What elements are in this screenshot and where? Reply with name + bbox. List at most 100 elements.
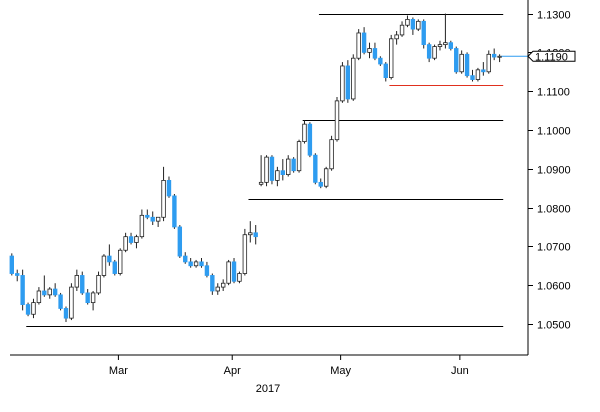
candle-body-up	[323, 168, 329, 187]
candle	[437, 40, 443, 51]
candle	[470, 69, 475, 82]
candle	[378, 56, 383, 66]
candle	[85, 289, 90, 305]
candle-body-down	[210, 275, 215, 292]
candle-body-up	[275, 170, 280, 181]
candle-body-up	[486, 53, 491, 73]
candles	[9, 13, 528, 323]
candle-body-up	[459, 53, 464, 73]
y-tick-label: 1.0900	[537, 165, 571, 177]
candle	[25, 302, 31, 317]
candle-body-up	[258, 181, 264, 185]
y-tick-label: 1.0700	[537, 242, 571, 254]
candle	[193, 259, 199, 268]
candle-body-down	[426, 44, 432, 59]
candle-body-up	[394, 34, 399, 40]
candle-body-up	[302, 123, 307, 143]
candle-body-up	[367, 48, 372, 53]
candle-body-up	[399, 24, 405, 36]
current-price-tag: 1.1190	[527, 50, 576, 63]
candle	[481, 62, 486, 76]
candle	[253, 225, 258, 245]
candle-body-down	[269, 156, 275, 181]
candle	[31, 298, 36, 319]
candle-body-down	[58, 294, 63, 309]
candle-body-up	[118, 249, 123, 274]
candle	[134, 234, 139, 249]
candle	[264, 155, 269, 187]
candle	[394, 31, 399, 45]
candle-body-down	[421, 20, 426, 46]
candle-body-up	[155, 216, 161, 222]
candle-body-down	[318, 181, 323, 187]
candle-body-down	[253, 232, 258, 238]
candle	[258, 155, 264, 187]
candle	[269, 155, 275, 185]
candle-body-up	[47, 288, 52, 296]
candle	[426, 42, 432, 63]
candle	[128, 232, 134, 245]
candle-body-down	[372, 48, 378, 59]
candle-body-up	[388, 38, 394, 78]
candle	[372, 42, 378, 61]
candle-body-down	[150, 216, 155, 222]
candle-body-down	[470, 75, 475, 80]
candle	[107, 244, 112, 266]
candle-body-down	[80, 275, 85, 294]
candle-body-down	[454, 48, 459, 73]
candle	[296, 139, 302, 173]
candle	[448, 40, 454, 51]
candle	[351, 54, 356, 101]
candle-body-up	[242, 234, 248, 274]
candle	[210, 273, 215, 295]
candle-body-down	[63, 308, 69, 319]
candle-body-up	[356, 32, 361, 59]
candle-body-down	[204, 265, 210, 276]
candle-body-up	[36, 290, 42, 304]
candle	[80, 271, 85, 295]
candle	[242, 228, 248, 276]
candle	[15, 269, 20, 282]
candle	[356, 29, 361, 61]
candle	[20, 269, 25, 311]
y-tick-label: 1.1100	[537, 87, 570, 99]
candle-body-up	[161, 180, 166, 218]
candle-body-up	[69, 286, 74, 319]
x-tick-label: Apr	[224, 365, 241, 377]
candle-body-down	[183, 255, 188, 263]
candle	[101, 254, 107, 278]
candle	[199, 258, 204, 268]
candle-body-up	[193, 261, 199, 267]
candle	[459, 50, 464, 74]
candle	[399, 21, 405, 37]
candle-body-up	[351, 57, 356, 100]
candle-body-up	[340, 65, 345, 102]
candle-body-down	[166, 180, 172, 197]
candle-body-down	[448, 42, 454, 49]
x-axis-ticks: Mar Apr May Jun	[109, 355, 469, 377]
candle-body-down	[231, 261, 237, 282]
candle	[118, 248, 123, 276]
candle	[215, 283, 220, 295]
y-tick-label: 1.0500	[537, 320, 571, 332]
candle	[318, 178, 323, 189]
candle-body-down	[361, 32, 367, 53]
y-tick-label: 1.1300	[537, 10, 571, 22]
candle-body-down	[107, 255, 112, 263]
candle	[367, 42, 372, 59]
candle	[226, 259, 231, 286]
candle	[313, 153, 318, 185]
candle-body-up	[334, 100, 340, 141]
candle	[302, 120, 307, 144]
candle-body-up	[286, 158, 291, 175]
candle-body-down	[345, 65, 351, 100]
candle-body-up	[296, 141, 302, 172]
current-price-label: 1.1190	[535, 51, 568, 63]
candle-body-down	[280, 170, 285, 175]
candle-body-down	[15, 273, 20, 276]
candle	[58, 292, 63, 311]
candle-body-down	[199, 261, 204, 267]
current-price-marker	[527, 50, 576, 62]
